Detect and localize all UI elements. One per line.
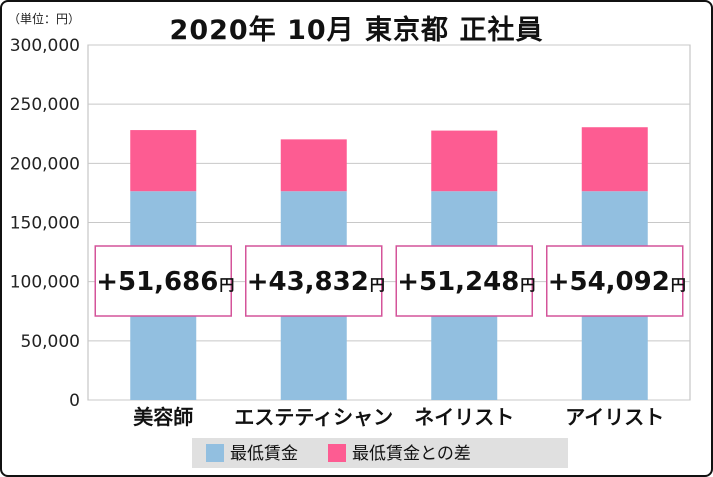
legend-swatch xyxy=(206,444,224,462)
y-axis-ticks: 0 50,000 100,000 150,000 200,000 250,000 300,0… xyxy=(10,36,80,411)
x-tick-label: アイリスト xyxy=(565,405,664,429)
diff-label: +54,092 xyxy=(548,267,670,297)
legend: 最低賃金 最低賃金との差 xyxy=(192,438,568,468)
x-tick-label: 美容師 xyxy=(133,405,193,429)
diff-label-box xyxy=(245,245,383,317)
y-tick-label: 50,000 xyxy=(21,332,80,352)
x-tick-label: ネイリスト xyxy=(414,405,514,429)
bar-wage-difference xyxy=(130,130,197,192)
diff-label: +43,832 xyxy=(247,267,369,297)
x-tick-label: エステティシャン xyxy=(234,405,393,429)
legend-label: 最低賃金 xyxy=(230,444,298,464)
diff-label-box xyxy=(546,245,684,317)
y-tick-label: 150,000 xyxy=(10,214,80,234)
legend-box xyxy=(192,438,568,468)
diff-label-box xyxy=(395,245,533,317)
bar-wage-difference xyxy=(280,139,347,192)
y-tick-label: 200,000 xyxy=(10,154,80,174)
diff-label: +51,248 xyxy=(397,267,519,297)
diff-label-unit: 円 xyxy=(520,276,535,294)
y-tick-label: 100,000 xyxy=(10,273,80,293)
bar-wage-difference xyxy=(581,127,648,192)
y-tick-label: 0 xyxy=(69,391,80,411)
diff-label-box xyxy=(94,245,232,317)
diff-label-unit: 円 xyxy=(671,276,686,294)
chart-title: 2020年 10月 東京都 正社員 xyxy=(169,15,544,46)
diff-label-unit: 円 xyxy=(219,276,234,294)
legend-swatch xyxy=(328,444,346,462)
legend-label: 最低賃金との差 xyxy=(352,444,471,464)
diff-label: +51,686 xyxy=(96,267,218,297)
diff-labels: +51,686 円 +43,832 円 +51,248 円 +54,092 円 xyxy=(94,245,686,317)
x-axis-ticks: 美容師 エステティシャン ネイリスト アイリスト xyxy=(133,405,664,429)
unit-label: （単位：円） xyxy=(8,12,81,26)
diff-label-unit: 円 xyxy=(370,276,385,294)
y-tick-label: 250,000 xyxy=(10,95,80,115)
bar-wage-difference xyxy=(431,130,498,192)
y-tick-label: 300,000 xyxy=(10,36,80,56)
